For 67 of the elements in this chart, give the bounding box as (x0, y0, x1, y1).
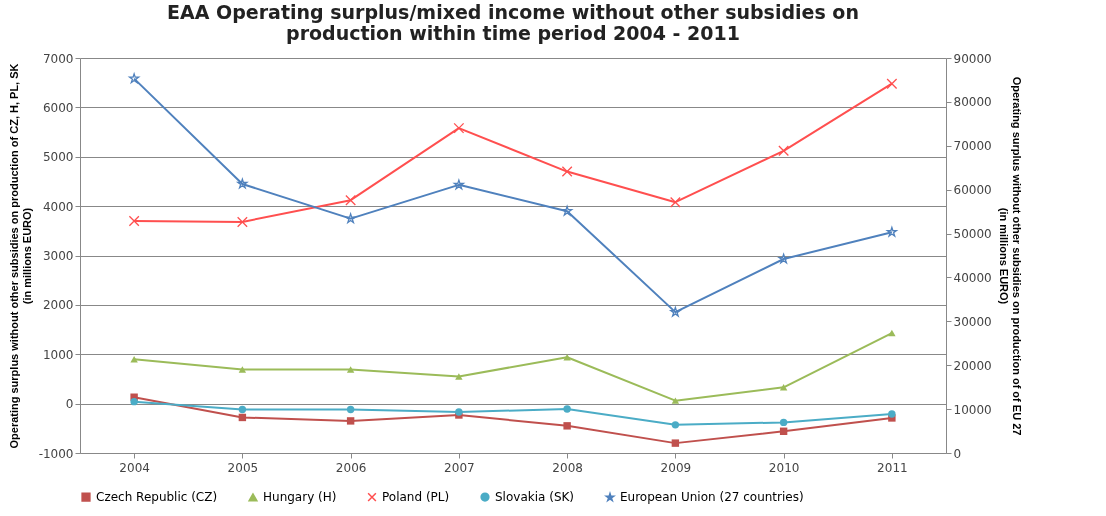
y2-tick-label: 50000 (953, 227, 992, 242)
point (236, 216, 248, 228)
legend-label: Slovakia (SK) (495, 490, 575, 505)
point (238, 405, 247, 414)
legend-label: Hungary (H) (263, 490, 337, 505)
y-tick-label: 1000 (42, 347, 74, 362)
point (671, 397, 680, 404)
y2-axis-title: Operating surplus without other subsidies on production of of EU 27 (in millions EURO) (997, 76, 1023, 436)
point (888, 329, 896, 337)
legend-label: Poland (PL) (382, 490, 450, 505)
point (563, 422, 571, 430)
point (128, 215, 140, 227)
y2-tick-label: 90000 (953, 51, 992, 66)
point (237, 178, 248, 189)
y-tick-label: 0 (65, 397, 74, 412)
point (561, 166, 573, 177)
y-axis-title: Operating surplus without other subsidies on production of CZ, H, PL, SK (in millions EURO) (7, 63, 33, 449)
x-tick-label: 2008 (552, 460, 583, 475)
chart-title: EAA Operating surplus/mixed income without other subsidies on production within time period 2004 - 2011 (167, 1, 859, 44)
y-tick-label: 4000 (42, 199, 74, 214)
y2-tick-label: 80000 (953, 95, 992, 110)
y2-tick-label: 70000 (953, 139, 992, 154)
x-tick-label: 2005 (227, 460, 259, 475)
point (453, 122, 465, 134)
x-tick-label: 2011 (877, 460, 908, 475)
point (563, 405, 571, 413)
point (888, 410, 896, 418)
y2-tick-label: 10000 (953, 402, 992, 417)
x-tick-label: 2010 (768, 460, 800, 475)
point (238, 366, 247, 373)
x-tick-label: 2007 (444, 460, 475, 475)
point (346, 405, 355, 414)
legend-label: European Union (27 countries) (620, 490, 804, 505)
y2-tick-label: 20000 (953, 358, 992, 373)
y-tick-label: 3000 (42, 249, 74, 263)
point (346, 366, 355, 373)
point (671, 439, 680, 447)
point (130, 397, 138, 406)
y-tick-label: 2000 (42, 298, 74, 313)
point (778, 253, 789, 264)
point (669, 196, 681, 208)
point (453, 179, 465, 190)
point (346, 417, 355, 425)
point (779, 384, 788, 391)
point (670, 306, 681, 317)
point (671, 421, 680, 429)
x-tick-label: 2009 (660, 460, 692, 475)
x-tick-label: 2004 (119, 460, 150, 475)
y-tick-label: 6000 (42, 100, 74, 115)
point (128, 73, 140, 84)
point (886, 226, 898, 237)
y-tick-label: 7000 (42, 51, 74, 66)
legend-label: Czech Republic (CZ) (96, 490, 218, 505)
y2-tick-label: 0 (953, 446, 962, 461)
point (779, 418, 788, 427)
point (886, 78, 898, 90)
point (778, 145, 790, 157)
point (561, 205, 573, 216)
point (345, 213, 356, 224)
y-tick-label: -1000 (38, 446, 74, 461)
point (345, 194, 357, 206)
x-tick-label: 2006 (335, 460, 367, 475)
point (455, 373, 463, 380)
y-tick-label: 5000 (42, 150, 74, 165)
y2-tick-label: 40000 (953, 270, 992, 285)
y2-tick-label: 60000 (953, 183, 992, 198)
y2-tick-label: 30000 (953, 314, 992, 329)
